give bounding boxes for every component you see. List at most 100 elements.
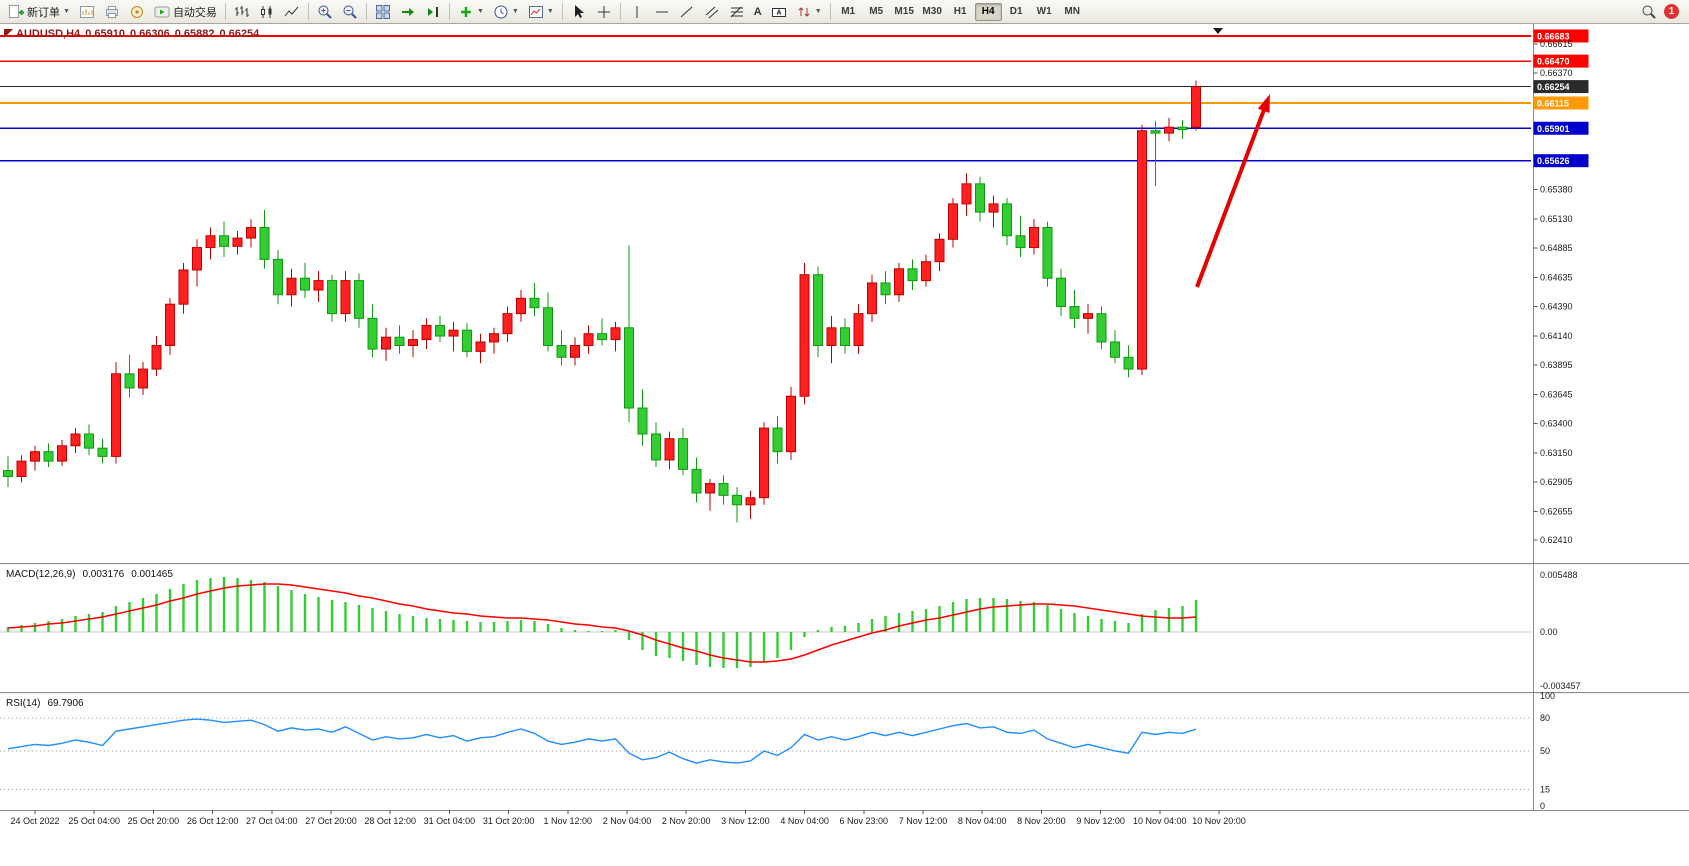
text-icon: A [753, 5, 762, 18]
time-label: 4 Nov 04:00 [780, 816, 829, 826]
timeframe-mn-button[interactable]: MN [1059, 3, 1086, 21]
chevron-down-icon: ▼ [511, 8, 519, 15]
chart-canvas[interactable]: 0.66683 0.66470 0.66254 0.66115 0.65901 0.656… [0, 24, 1689, 866]
rsi-axis-label: 15 [1540, 785, 1550, 795]
timeframe-m5-button[interactable]: M5 [863, 3, 890, 21]
candle [462, 329, 472, 352]
rsi-axis-label: 80 [1540, 713, 1550, 723]
candle [813, 274, 823, 346]
indicators-plus-icon [460, 6, 471, 17]
tile-windows-button[interactable] [371, 2, 395, 22]
line-chart-button[interactable] [280, 2, 304, 22]
crosshair-button[interactable] [592, 2, 616, 22]
price-badge [1533, 96, 1589, 110]
arrow-shaft [1195, 106, 1267, 288]
zoom-in-button[interactable] [313, 2, 337, 22]
candle [786, 395, 796, 453]
macd-signal-line [7, 583, 1197, 663]
charts-button[interactable] [75, 2, 99, 22]
new-order-button[interactable]: 新订单 ▼ [4, 2, 74, 22]
new-order-label: 新订单 [27, 6, 60, 19]
candle [772, 427, 783, 453]
auto-scroll-icon [401, 7, 414, 16]
one-click-trading-arrow[interactable] [4, 29, 13, 38]
candle [934, 238, 945, 263]
text-label-button[interactable] [767, 2, 791, 22]
chevron-down-icon: ▼ [546, 8, 554, 15]
candle [556, 344, 567, 358]
candle [691, 468, 702, 494]
horizontal-line-button[interactable] [650, 2, 674, 22]
candlestick-chart-button[interactable] [255, 2, 279, 22]
candle [381, 336, 391, 350]
price-badge [1533, 80, 1589, 94]
horizontal-lines[interactable] [0, 35, 1531, 162]
candle [961, 183, 972, 205]
cursor-button[interactable] [567, 2, 591, 22]
candle [232, 237, 243, 247]
timeframe-m30-button[interactable]: M30 [919, 3, 946, 21]
horizontal-line-icon [655, 11, 668, 12]
candle [543, 307, 553, 346]
trendline-button[interactable] [675, 2, 699, 22]
notification-badge[interactable]: 1 [1664, 4, 1679, 19]
periods-button[interactable]: ▼ [489, 2, 523, 22]
price-axis-badges: 0.66683 0.66470 0.66254 0.66115 0.65901 0.656… [1533, 29, 1589, 168]
timeframe-h1-button[interactable]: H1 [947, 3, 974, 21]
candle [1123, 356, 1134, 370]
candle [651, 433, 661, 461]
candle [367, 317, 378, 350]
auto-scroll-button[interactable] [396, 2, 420, 22]
arrow-head [1257, 94, 1270, 114]
macd-axis-label: 0.00 [1540, 627, 1558, 637]
candle [313, 280, 324, 291]
chart-shift-button[interactable] [421, 2, 445, 22]
candle [840, 327, 850, 346]
candle [1150, 130, 1161, 134]
candle [975, 183, 985, 213]
channel-button[interactable] [700, 2, 724, 22]
autotrading-button[interactable]: 自动交易 [150, 2, 221, 22]
candle [718, 483, 729, 496]
templates-button[interactable]: ▼ [524, 2, 558, 22]
trend-arrow-annotation[interactable] [1195, 94, 1270, 288]
vertical-line-button[interactable] [625, 2, 649, 22]
text-button[interactable]: A [750, 2, 766, 22]
price-tick-label: 0.65380 [1540, 185, 1573, 195]
bar-chart-button[interactable] [230, 2, 254, 22]
rsi-axis-label: 50 [1540, 746, 1550, 756]
candle [1110, 341, 1120, 358]
price-axis-ticks: 0.66615 0.66370 0.65380 0.65130 0.64885 0.646… [1533, 39, 1573, 545]
candle [192, 247, 202, 271]
fibonacci-icon [730, 6, 743, 17]
timeframe-m15-button[interactable]: M15 [891, 3, 918, 21]
timeframe-w1-button[interactable]: W1 [1031, 3, 1058, 21]
toolbar-separator [448, 3, 450, 20]
chevron-down-icon: ▼ [814, 8, 822, 15]
chart-symbol-label: AUDUSD,H4 0.65910 0.66306 0.65882 0.66254 [16, 28, 264, 40]
fibonacci-button[interactable] [725, 2, 749, 22]
timeframe-m1-button[interactable]: M1 [835, 3, 862, 21]
price-tick-label: 0.64140 [1540, 331, 1573, 341]
autotrading-icon [154, 6, 170, 17]
candle [1191, 86, 1201, 128]
print-button[interactable] [100, 2, 124, 22]
time-label: 31 Oct 04:00 [424, 816, 476, 826]
zoom-out-button[interactable] [338, 2, 362, 22]
community-button[interactable] [125, 2, 149, 22]
bar-chart-icon [234, 5, 249, 17]
search-button[interactable] [1637, 2, 1661, 22]
candle [1083, 313, 1093, 319]
candle [1137, 130, 1147, 370]
candle [948, 203, 958, 240]
arrows-button[interactable]: ▼ [792, 2, 826, 22]
timeframe-d1-button[interactable]: D1 [1003, 3, 1030, 21]
indicators-button[interactable]: ▼ [454, 2, 488, 22]
community-icon [130, 5, 143, 18]
candle [583, 333, 594, 346]
object-marker-triangle[interactable] [1213, 28, 1223, 34]
candle [435, 324, 445, 337]
candle [219, 235, 229, 247]
timeframe-h4-button[interactable]: H4 [974, 2, 1002, 21]
candle [259, 226, 270, 260]
